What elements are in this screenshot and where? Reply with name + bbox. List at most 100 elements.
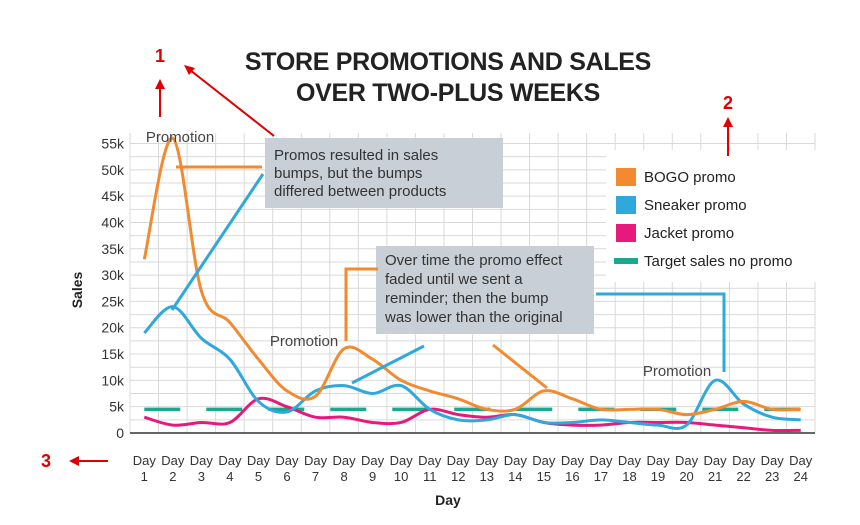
connector-sneaker-1 bbox=[170, 173, 265, 311]
marker-2-arrow-head bbox=[723, 117, 733, 127]
connector-bogo-3 bbox=[492, 343, 548, 390]
x-tick-prefix: Day bbox=[133, 453, 157, 468]
annotation-box-1-line-1: Promos resulted in sales bbox=[274, 147, 438, 164]
annotation-box-1-line-2: bumps, but the bumps bbox=[274, 165, 422, 182]
annotation-box-1: Promos resulted in sales bumps, but the … bbox=[265, 138, 503, 208]
y-tick-label: 50k bbox=[101, 162, 125, 178]
x-tick-label: 16 bbox=[565, 469, 579, 484]
x-tick-label: 17 bbox=[594, 469, 608, 484]
x-tick-prefix: Day bbox=[161, 453, 185, 468]
legend-swatch bbox=[616, 168, 636, 186]
x-tick-label: 24 bbox=[793, 469, 807, 484]
y-axis-label: Sales bbox=[69, 271, 85, 308]
x-tick-label: 8 bbox=[340, 469, 347, 484]
connector-sneaker-3 bbox=[596, 292, 726, 372]
marker-3-arrow-head bbox=[69, 456, 79, 466]
x-tick-prefix: Day bbox=[589, 453, 613, 468]
x-tick-label: 21 bbox=[708, 469, 722, 484]
x-tick-prefix: Day bbox=[190, 453, 214, 468]
annotation-box-2-line-1: Over time the promo effect bbox=[385, 252, 563, 269]
x-tick-label: 23 bbox=[765, 469, 779, 484]
x-tick-prefix: Day bbox=[675, 453, 699, 468]
x-tick-prefix: Day bbox=[475, 453, 499, 468]
x-tick-label: 19 bbox=[651, 469, 665, 484]
x-tick-label: 20 bbox=[679, 469, 693, 484]
marker-1-arrow-up-head bbox=[155, 79, 165, 89]
marker-1: 1 bbox=[155, 46, 165, 66]
legend-label: Sneaker promo bbox=[644, 197, 747, 214]
y-tick-label: 55k bbox=[101, 136, 125, 152]
legend-label: Target sales no promo bbox=[644, 253, 792, 270]
x-tick-prefix: Day bbox=[418, 453, 442, 468]
red-markers: 1 2 3 bbox=[41, 46, 733, 471]
x-tick-label: 11 bbox=[423, 469, 437, 484]
x-tick-label: 7 bbox=[312, 469, 319, 484]
series-lines bbox=[142, 136, 801, 433]
y-ticks: 0 5k 10k 15k 20k 25k 30k 35k 40k 45k 50k 55k bbox=[101, 136, 125, 441]
annotation-box-2-line-4: was lower than the original bbox=[384, 309, 563, 326]
legend-label: BOGO promo bbox=[644, 169, 736, 186]
y-tick-label: 5k bbox=[109, 399, 125, 415]
series-line-bogo-promo bbox=[142, 136, 801, 417]
x-tick-label: 18 bbox=[622, 469, 636, 484]
x-tick-label: 5 bbox=[255, 469, 262, 484]
annotation-box-2-line-3: reminder; then the bump bbox=[385, 290, 548, 307]
chart-title-line-1: STORE PROMOTIONS AND SALES bbox=[245, 48, 651, 76]
x-tick-label: 12 bbox=[451, 469, 465, 484]
x-tick-prefix: Day bbox=[218, 453, 242, 468]
x-tick-label: 13 bbox=[480, 469, 494, 484]
x-tick-prefix: Day bbox=[447, 453, 471, 468]
x-tick-prefix: Day bbox=[247, 453, 271, 468]
marker-3: 3 bbox=[41, 451, 51, 471]
y-tick-label: 35k bbox=[101, 241, 125, 257]
annotation-box-2-bg bbox=[376, 246, 594, 334]
promotion-label-3: Promotion bbox=[643, 363, 711, 380]
x-tick-label: 6 bbox=[283, 469, 290, 484]
x-tick-prefix: Day bbox=[275, 453, 299, 468]
annotation-box-2-line-2: faded until we sent a bbox=[385, 271, 523, 288]
promotion-label-1: Promotion bbox=[146, 129, 214, 146]
x-tick-prefix: Day bbox=[532, 453, 556, 468]
x-tick-prefix: Day bbox=[333, 453, 357, 468]
promotion-label-2: Promotion bbox=[270, 333, 338, 350]
x-tick-prefix: Day bbox=[732, 453, 756, 468]
legend-swatch bbox=[616, 224, 636, 242]
x-tick-prefix: Day bbox=[761, 453, 785, 468]
x-tick-label: 15 bbox=[537, 469, 551, 484]
series-line-sneaker-promo bbox=[143, 305, 801, 430]
x-tick-prefix: Day bbox=[390, 453, 414, 468]
legend-label: Jacket promo bbox=[644, 225, 734, 242]
x-tick-prefix: Day bbox=[789, 453, 813, 468]
connector-bogo-2 bbox=[344, 267, 378, 341]
x-tick-label: 22 bbox=[736, 469, 750, 484]
marker-1-arrow-diag bbox=[189, 69, 275, 137]
marker-1-arrow-diag-head bbox=[184, 65, 195, 75]
x-tick-label: 3 bbox=[198, 469, 205, 484]
x-tick-label: 1 bbox=[141, 469, 148, 484]
legend: BOGO promo Sneaker promo Jacket promo Targe… bbox=[606, 150, 818, 282]
marker-2: 2 bbox=[723, 93, 733, 113]
x-tick-prefix: Day bbox=[646, 453, 670, 468]
annotation-box-2: Over time the promo effect faded until w… bbox=[376, 246, 594, 334]
x-tick-prefix: Day bbox=[704, 453, 728, 468]
x-tick-prefix: Day bbox=[504, 453, 528, 468]
x-tick-label: 14 bbox=[508, 469, 522, 484]
annotation-box-1-line-3: differed between products bbox=[274, 183, 446, 200]
legend-swatch bbox=[614, 258, 638, 264]
x-tick-prefix: Day bbox=[618, 453, 642, 468]
x-tick-label: 4 bbox=[226, 469, 233, 484]
legend-swatch bbox=[616, 196, 636, 214]
y-tick-label: 45k bbox=[101, 188, 125, 204]
y-tick-label: 10k bbox=[101, 372, 125, 388]
x-tick-label: 2 bbox=[169, 469, 176, 484]
y-tick-label: 15k bbox=[101, 346, 125, 362]
y-tick-label: 40k bbox=[101, 214, 125, 230]
x-tick-prefix: Day bbox=[361, 453, 385, 468]
chart-title-line-2: OVER TWO-PLUS WEEKS bbox=[296, 79, 600, 107]
x-tick-label: 10 bbox=[394, 469, 408, 484]
legend-bg bbox=[606, 150, 818, 282]
x-tick-label: 9 bbox=[369, 469, 376, 484]
y-tick-label: 20k bbox=[101, 320, 125, 336]
y-tick-label: 30k bbox=[101, 267, 125, 283]
